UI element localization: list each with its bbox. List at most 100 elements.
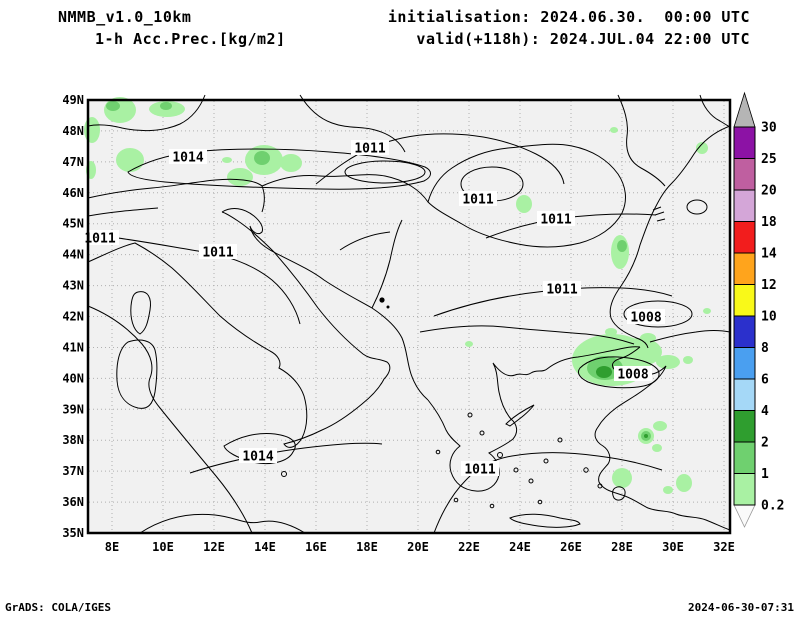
colorbar-segment (733, 126, 756, 159)
lat-tick-label: 35N (62, 526, 84, 540)
precip-cell (254, 151, 270, 165)
lon-tick-label: 26E (560, 540, 582, 554)
colorbar-level-label: 30 (761, 121, 777, 136)
isobar-label: 1011 (202, 246, 233, 261)
isobar-label: 1011 (540, 213, 571, 228)
precip-cell (640, 333, 656, 343)
lon-tick-label: 14E (254, 540, 276, 554)
colorbar-level-label: 18 (761, 215, 777, 230)
lon-tick-label: 24E (509, 540, 531, 554)
colorbar-under-arrow (733, 504, 756, 528)
lat-tick-label: 38N (62, 433, 84, 447)
isobar-label-box (239, 448, 277, 463)
precip-cell (618, 338, 662, 366)
longitude-axis-labels: 8E 10E 12E 14E 16E 18E 20E 22E 24E 26E 28E 30E 32E (105, 540, 735, 554)
colorbar-level-label: 1 (761, 467, 769, 482)
lat-tick-label: 36N (62, 495, 84, 509)
precip-cell (644, 434, 648, 438)
colorbar-level-label: 10 (761, 310, 777, 325)
precip-cell (652, 444, 662, 452)
colorbar-segment (733, 221, 756, 254)
isobar-label: 1008 (630, 311, 661, 326)
map-frame (86, 98, 732, 535)
precip-cell (222, 157, 232, 163)
product-title: 1-h Acc.Prec.[kg/m2] (95, 30, 286, 48)
isobar-label: 1011 (84, 232, 115, 247)
lat-lon-gridlines (89, 101, 729, 532)
precip-cell (227, 168, 253, 186)
precip-cell (280, 154, 302, 172)
lat-tick-label: 42N (62, 310, 84, 324)
colorbar-level-label: 8 (761, 341, 769, 356)
isobar-label: 1011 (354, 142, 385, 157)
precip-cell (696, 142, 708, 154)
precip-cell (605, 328, 617, 336)
precip-cell (683, 356, 693, 364)
precip-cell (106, 101, 120, 111)
colorbar-segment (733, 410, 756, 443)
isobar-label: 1011 (464, 463, 495, 478)
precip-cell (617, 240, 627, 252)
precip-cell (465, 341, 473, 347)
lat-tick-label: 37N (62, 464, 84, 478)
isobar-label: 1014 (172, 151, 203, 166)
lat-tick-label: 40N (62, 371, 84, 385)
lat-tick-label: 43N (62, 279, 84, 293)
lon-tick-label: 8E (105, 540, 119, 554)
precip-cell (160, 102, 172, 110)
coastlines-borders (87, 94, 731, 534)
lon-tick-label: 22E (458, 540, 480, 554)
isobar-label: 1014 (242, 450, 273, 465)
colorbar-segment (733, 473, 756, 506)
lon-tick-label: 28E (611, 540, 633, 554)
precip-cell (612, 468, 632, 488)
colorbar-level-label: 25 (761, 152, 777, 167)
lon-tick-label: 18E (356, 540, 378, 554)
precip-cell (663, 486, 673, 494)
precip-cell (116, 148, 144, 172)
colorbar-segment (733, 158, 756, 191)
isobar-label-box (459, 191, 497, 206)
init-time-label: initialisation: 2024.06.30. 00:00 UTC (387, 8, 750, 26)
isobar-label-box (537, 211, 575, 226)
isobar-label-box (199, 244, 237, 259)
colorbar-segment (733, 378, 756, 411)
isobar-label: 1011 (462, 193, 493, 208)
isobar-label-box (81, 230, 119, 245)
colorbar-level-label: 0.2 (761, 499, 784, 514)
isobar-label-box (169, 149, 207, 164)
precip-cell (653, 421, 667, 431)
lon-tick-label: 10E (152, 540, 174, 554)
colorbar-segment (733, 252, 756, 285)
isobar-label-box (543, 281, 581, 296)
grads-credit: GrADS: COLA/IGES (5, 601, 111, 614)
colorbar-over-arrow (733, 91, 756, 128)
lat-tick-label: 46N (62, 186, 84, 200)
lat-tick-label: 47N (62, 155, 84, 169)
isobar-label: 1011 (546, 283, 577, 298)
precip-cell (610, 127, 618, 133)
colorbar-level-label: 14 (761, 247, 777, 262)
lon-tick-label: 16E (305, 540, 327, 554)
isobar-label-box (351, 140, 389, 155)
colorbar-level-label: 12 (761, 278, 777, 293)
precip-cell (703, 308, 711, 314)
colorbar-level-label: 4 (761, 404, 769, 419)
precip-cell (611, 235, 629, 269)
lon-tick-label: 20E (407, 540, 429, 554)
colorbar-segment (733, 315, 756, 348)
colorbar-segment (733, 441, 756, 474)
precip-cell (84, 117, 100, 143)
lon-tick-label: 30E (662, 540, 684, 554)
colorbar-segment (733, 347, 756, 380)
lon-tick-label: 32E (713, 540, 735, 554)
isobar-label: 1008 (617, 368, 648, 383)
precip-cell (516, 195, 532, 213)
lat-tick-label: 49N (62, 93, 84, 107)
precip-cell (676, 474, 692, 492)
lat-tick-label: 44N (62, 248, 84, 262)
generation-timestamp: 2024-06-30-07:31 (688, 601, 794, 614)
